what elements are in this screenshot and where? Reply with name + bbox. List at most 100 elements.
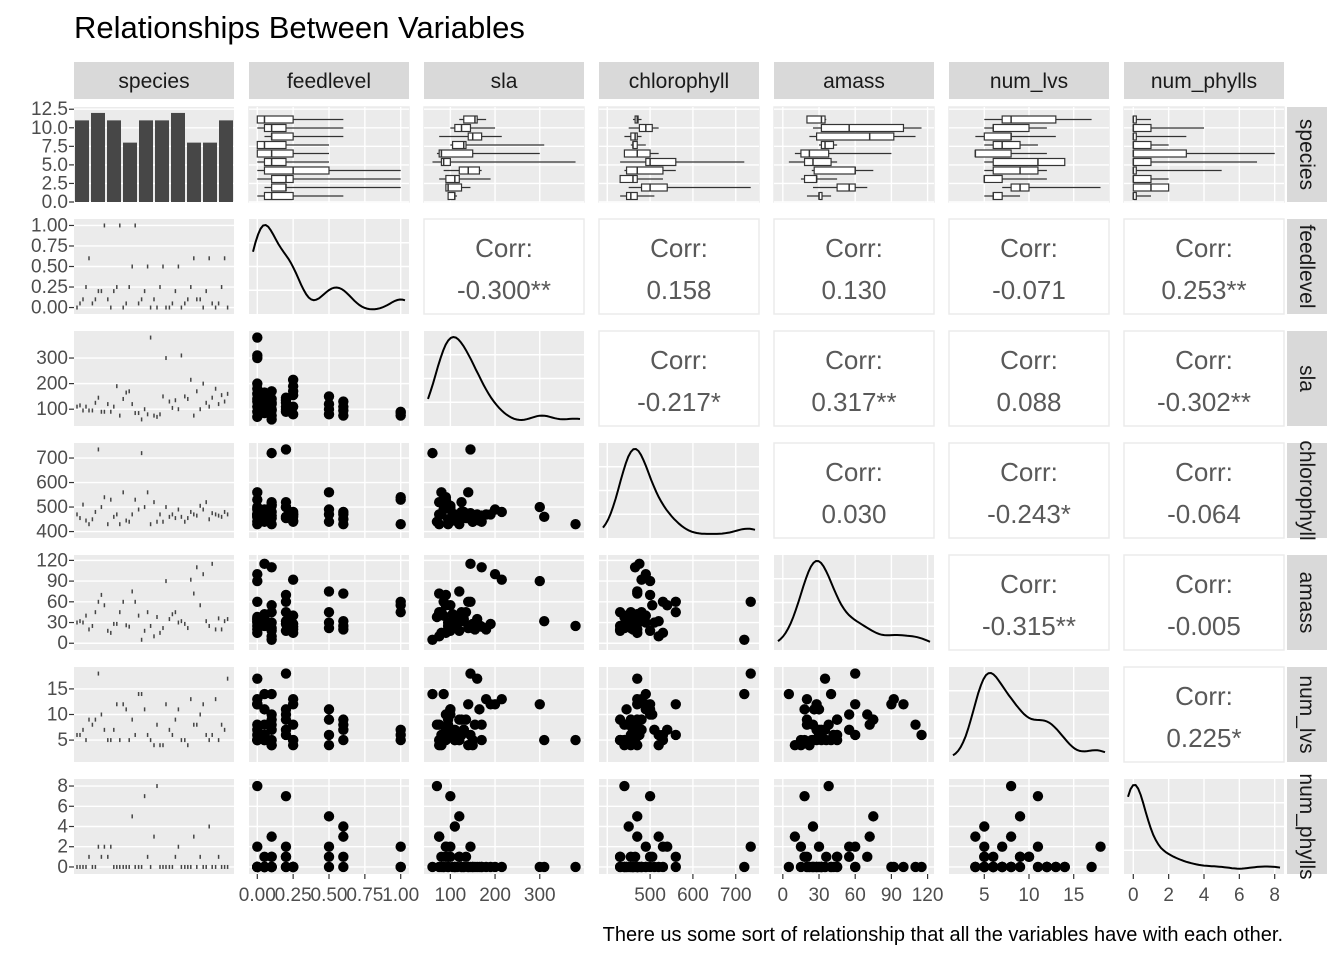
corr-label: Corr: [1000,457,1058,487]
corr-value: 0.088 [996,387,1061,417]
x-tick-label-num_phylls: 0 [1128,885,1139,906]
scatter-point [1032,841,1044,852]
scatter-point [266,499,277,510]
scatter-point [266,617,277,628]
y-tick-label-species: 2.5 [42,173,68,194]
species-bar [75,120,89,202]
y-tick-label-species: 5.0 [42,155,68,176]
scatter-point [323,841,335,852]
scatter-point [338,734,349,746]
scatter-point [433,509,445,520]
boxplot-box [467,132,483,141]
scatter-point [979,841,990,852]
scatter-point [463,487,474,498]
scatter-point [460,606,472,618]
scatter-point [427,447,438,459]
scatter-point [252,501,263,513]
row-strip-feedlevel [1287,219,1327,314]
x-tick-label-amass: 0 [778,885,789,906]
row-strip-label-amass: amass [1295,572,1318,634]
panel-corr-amass-num_lvs [948,554,1110,651]
scatter-point [252,494,263,505]
x-tick-label-num_phylls: 6 [1234,885,1245,906]
y-tick-label-amass: 30 [47,613,68,634]
scatter-point [280,841,292,852]
species-bar [91,112,105,202]
scatter-point [287,861,299,873]
scatter-point [252,350,263,361]
scatter-point [534,501,545,513]
species-bar [171,112,185,202]
boxplot-box [992,166,1039,175]
row-strip-label-feedlevel: feedlevel [1295,224,1318,308]
panel-corr-sla-num_phylls [1123,330,1285,427]
boxplot-box [619,174,638,184]
scatter-point [287,389,299,401]
scatter-point [1005,861,1017,873]
scatter-point [625,851,637,863]
scatter-point [496,693,507,705]
row-strip-label-num_lvs: num_lvs [1295,675,1318,753]
scatter-point [1014,851,1026,863]
scatter-point [467,622,478,634]
scatter-point [831,714,843,725]
scatter-point [338,714,349,725]
scatter-point [338,831,349,842]
scatter-point [467,740,478,751]
scatter-point [252,613,263,625]
scatter-point [438,688,449,700]
scatter-point [280,709,292,720]
row-strip-label-num_phylls: num_phylls [1295,773,1318,879]
y-tick-label-amass: 120 [36,550,68,571]
corr-label: Corr: [475,233,533,263]
scatter-point [395,606,406,618]
scatter-point [485,861,496,873]
scatter-point [438,861,449,873]
column-strip-num_phylls [1124,62,1284,99]
corr-value: -0.302** [1157,387,1251,417]
scatter-point [323,729,335,741]
density-curve-num_lvs [952,671,1106,757]
y-tick-label-species: 0.0 [42,192,68,213]
scatter-point [252,780,263,792]
boxplot-box [1132,157,1152,167]
boxplot-box [1132,140,1152,150]
scatter-point [614,606,626,618]
scatter-point [807,861,819,873]
boxplot-box [1132,123,1152,133]
x-tick-label-sla: 300 [524,885,556,906]
scatter-point [338,615,349,627]
column-strip-label-num_lvs: num_lvs [990,70,1068,93]
row-strip-num_lvs [1287,667,1327,762]
scatter-point [465,444,476,455]
boxplot-box [451,140,467,150]
y-tick-label-num_phylls: 8 [57,776,68,797]
scatter-point [819,861,831,873]
scatter-point [395,729,406,741]
scatter-point [395,596,406,608]
y-tick-label-feedlevel: 0.75 [31,236,68,257]
scatter-point [1095,841,1106,852]
x-tick-label-feedlevel: 1.00 [382,885,419,906]
scatter-point [280,406,292,417]
scatter-point [323,404,335,415]
scatter-point [338,851,349,863]
species-bar [139,120,153,202]
scatter-point [442,851,454,863]
scatter-point [539,511,550,523]
scatter-point [252,841,263,852]
scatter-point [640,841,652,852]
column-strip-label-feedlevel: feedlevel [287,70,371,93]
boxplot-box [630,132,638,141]
corr-value: 0.253** [1161,275,1246,305]
scatter-point [795,740,807,751]
scatter-point [632,673,643,684]
scatter-point [739,688,750,700]
corr-value: 0.130 [821,275,886,305]
row-strip-amass [1287,555,1327,650]
scatter-point [442,518,454,530]
scatter-point [644,861,656,873]
column-strip-feedlevel [249,62,409,99]
scatter-point [807,734,819,746]
